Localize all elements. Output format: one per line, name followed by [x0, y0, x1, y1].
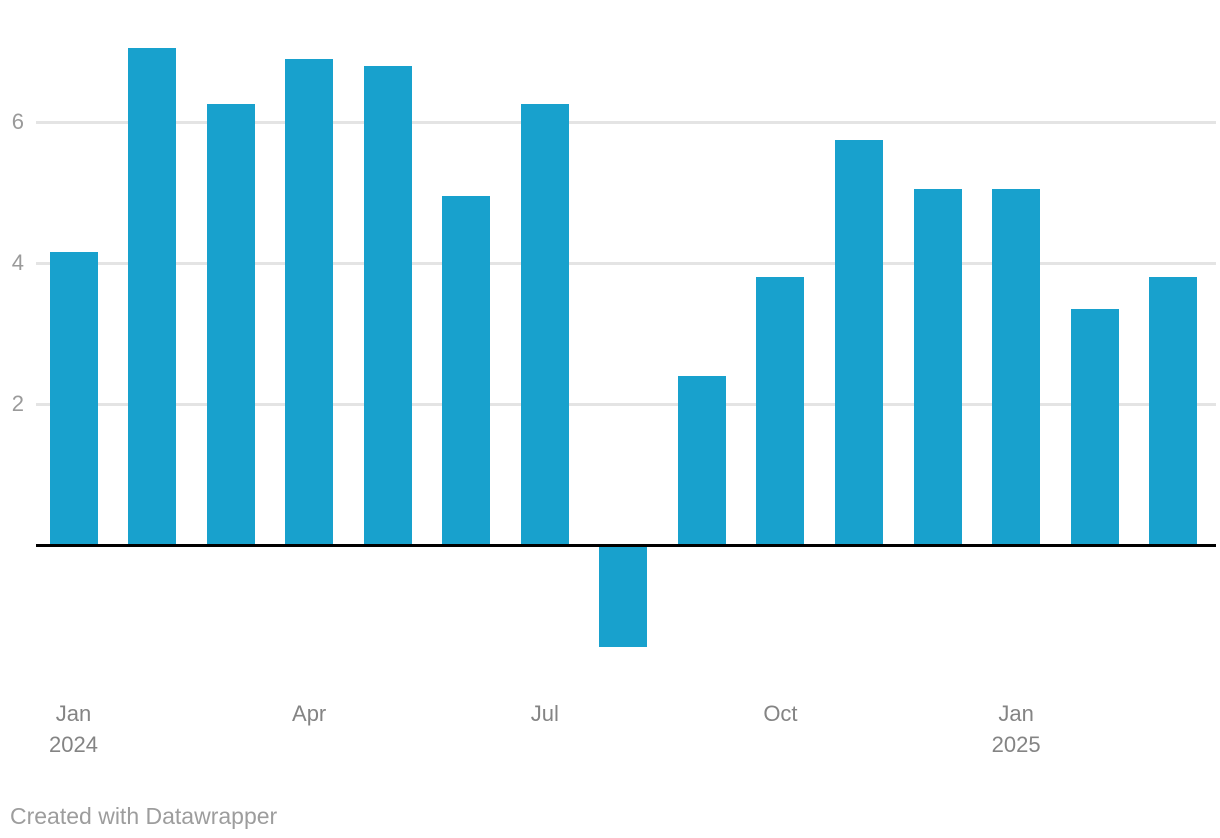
bar-sep-2024[interactable]	[677, 375, 726, 545]
x-tick-label-oct: Oct	[710, 698, 850, 729]
x-tick-label-line: Jul	[530, 701, 559, 726]
gridline-y-2	[36, 402, 1216, 406]
y-tick-label-4: 4	[11, 250, 24, 275]
bar-feb-2025[interactable]	[1070, 308, 1119, 545]
y-tick-label-6: 6	[11, 109, 24, 134]
gridline-y-6	[36, 120, 1216, 124]
bar-dec-2024[interactable]	[913, 188, 962, 545]
datawrapper-attribution-link[interactable]: Created with Datawrapper	[10, 803, 278, 829]
x-tick-label-line: 2025	[991, 732, 1041, 757]
x-tick-label-jan-2025: Jan 2025	[946, 698, 1086, 760]
x-tick-label-line: Jan	[55, 701, 92, 726]
x-axis-baseline	[36, 543, 1216, 547]
bar-jan-2025[interactable]	[992, 188, 1041, 545]
bar-nov-2024[interactable]	[835, 139, 883, 545]
bar-feb-2024[interactable]	[128, 47, 177, 545]
x-tick-label-line: Jan	[998, 701, 1034, 726]
bar-oct-2024[interactable]	[756, 277, 805, 545]
bar-jan-2024[interactable]	[49, 252, 98, 545]
x-tick-label-jan-2024: Jan 2024	[4, 698, 144, 760]
bar-apr-2024[interactable]	[285, 58, 334, 545]
bar-mar-2025[interactable]	[1149, 277, 1198, 545]
gridline-y-4	[36, 261, 1216, 265]
x-tick-label-line: Apr	[292, 701, 327, 726]
bar-jun-2024[interactable]	[442, 196, 491, 545]
x-tick-label-apr: Apr	[239, 698, 379, 729]
x-tick-label-line: 2024	[49, 732, 98, 757]
bar-aug-2024[interactable]	[599, 545, 648, 648]
y-tick-label-2: 2	[11, 391, 24, 416]
bar-may-2024[interactable]	[363, 65, 412, 545]
x-tick-label-jul: Jul	[475, 698, 615, 729]
bar-jul-2024[interactable]	[520, 104, 569, 545]
x-tick-label-line: Oct	[763, 701, 798, 726]
bar-mar-2024[interactable]	[206, 104, 255, 545]
